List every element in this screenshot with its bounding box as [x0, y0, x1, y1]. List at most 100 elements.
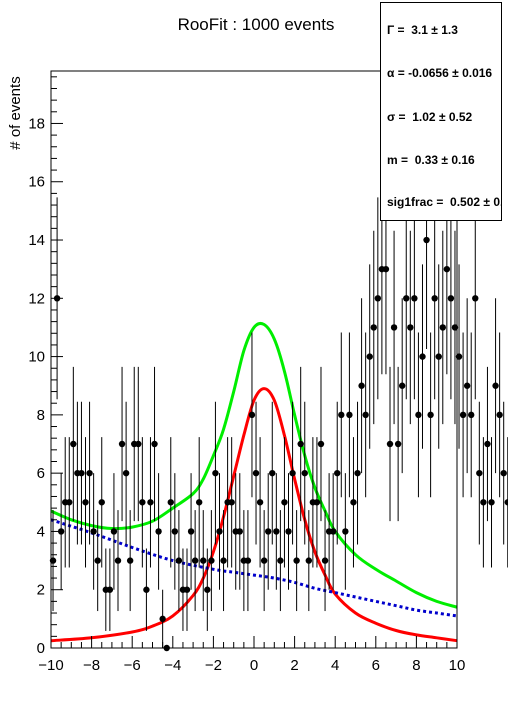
data-point: [484, 366, 491, 522]
data-point: [329, 473, 337, 590]
chart-title: RooFit : 1000 events: [178, 15, 335, 34]
data-point: [305, 510, 313, 612]
data-point: [472, 197, 479, 400]
data-point: [200, 510, 207, 612]
x-tick-label: −10: [38, 657, 63, 674]
data-point: [118, 366, 126, 522]
y-tick-label: 16: [28, 174, 45, 191]
data-point: [362, 332, 369, 498]
data-point: [220, 510, 227, 612]
data-point: [228, 437, 235, 568]
data-point: [411, 197, 418, 400]
y-tick-label: 4: [37, 523, 45, 540]
data-point: [504, 437, 508, 568]
data-point: [390, 230, 398, 425]
data-point: [301, 401, 308, 545]
data-point: [212, 401, 219, 545]
data-point: [338, 332, 345, 498]
x-axis: −10 −8 −6 −4 −2 0 2 4 6 8 10: [38, 636, 465, 674]
fit-curve-1: [50, 321, 458, 609]
y-tick-label: 10: [28, 349, 45, 366]
data-point: [407, 230, 414, 425]
param-gamma: Γ = 3.1 ± 1.3: [387, 23, 458, 37]
data-point: [171, 473, 179, 590]
data-point: [260, 510, 268, 612]
data-point: [167, 437, 174, 568]
data-point: [476, 401, 483, 545]
data-point: [122, 401, 130, 545]
data-point: [78, 401, 85, 545]
data-point: [439, 230, 446, 425]
data-point: [435, 264, 442, 449]
data-point: [419, 264, 426, 449]
param-mean: m = 0.33 ± 0.16: [387, 153, 475, 167]
y-tick-label: 2: [37, 582, 45, 599]
x-tick-label: 2: [290, 657, 298, 674]
data-point: [159, 589, 166, 648]
data-point: [500, 401, 507, 545]
data-point: [143, 548, 150, 631]
data-point: [110, 473, 118, 590]
data-point: [370, 230, 377, 425]
x-tick-label: 0: [250, 657, 258, 674]
data-point: [358, 298, 365, 474]
data-point: [354, 401, 361, 545]
data-point: [488, 437, 495, 568]
data-point: [321, 510, 329, 612]
data-point: [403, 197, 410, 400]
data-point: [90, 473, 97, 590]
data-point: [208, 510, 215, 612]
data-point: [94, 510, 101, 612]
data-point: [447, 197, 455, 400]
data-point: [281, 437, 288, 568]
x-tick-label: 4: [331, 657, 339, 674]
data-point: [342, 473, 349, 590]
x-tick-label: −8: [83, 657, 100, 674]
data-point: [175, 510, 183, 612]
fit-curve-2: [50, 387, 458, 643]
param-sigma: σ = 1.02 ± 0.52: [387, 110, 473, 124]
data-point: [106, 548, 114, 631]
data-point: [86, 401, 93, 545]
data-point: [289, 401, 296, 545]
data-point: [195, 437, 203, 568]
data-point: [492, 298, 499, 474]
data-point: [135, 366, 142, 522]
data-point: [187, 473, 195, 590]
data-point: [183, 548, 191, 631]
data-point: [297, 366, 304, 522]
x-tick-label: 8: [412, 657, 420, 674]
data-point: [317, 366, 325, 522]
data-point: [394, 366, 402, 522]
data-point: [427, 332, 434, 498]
data-point: [204, 548, 211, 631]
param-alpha: α = -0.0656 ± 0.016: [387, 66, 493, 80]
fit-curves: [50, 321, 458, 643]
data-point: [313, 437, 321, 568]
data-point: [374, 197, 382, 400]
data-point: [386, 366, 394, 522]
x-tick-label: −2: [205, 657, 222, 674]
data-point: [70, 366, 77, 522]
x-tick-label: 10: [449, 657, 466, 674]
data-point: [269, 401, 276, 545]
data-point: [151, 366, 158, 522]
y-tick-label: 18: [28, 115, 45, 132]
data-point: [273, 473, 280, 590]
data-point: [480, 437, 487, 568]
data-point: [415, 332, 422, 498]
x-tick-label: 6: [372, 657, 380, 674]
y-tick-label: 14: [28, 232, 45, 249]
y-tick-label: 6: [37, 465, 45, 482]
y-tick-label: 12: [28, 290, 45, 307]
data-point: [277, 510, 284, 612]
data-point: [147, 437, 154, 568]
data-point: [126, 510, 134, 612]
y-tick-label: 0: [37, 640, 45, 657]
data-point: [139, 437, 146, 568]
data-point: [82, 437, 89, 568]
data-point: [398, 298, 406, 474]
data-point: [285, 473, 292, 590]
y-axis-label: # of events: [7, 76, 24, 149]
data-point: [66, 437, 73, 568]
